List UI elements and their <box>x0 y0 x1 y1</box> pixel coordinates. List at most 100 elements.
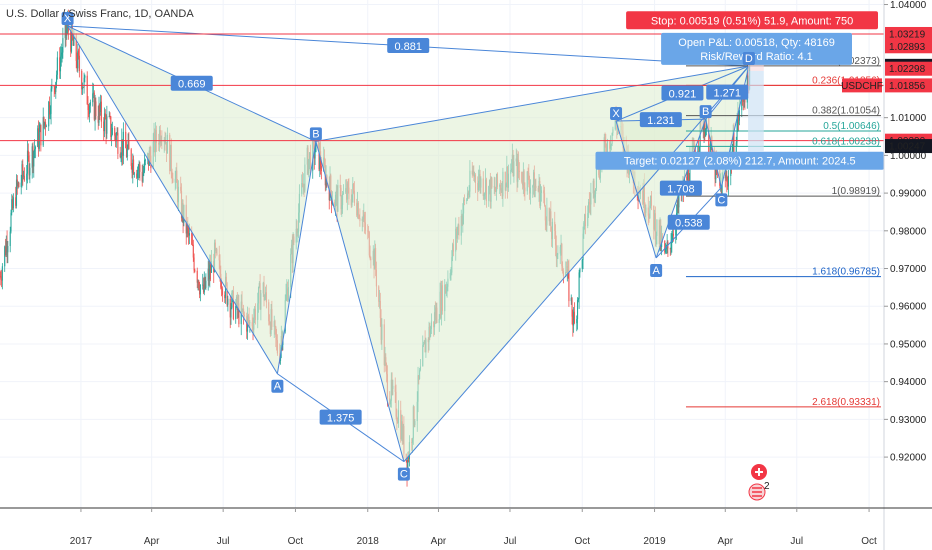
candle-body <box>408 455 410 460</box>
ratio-label-text: 1.708 <box>667 184 695 196</box>
candle-body <box>88 110 90 115</box>
candle-body <box>733 132 735 158</box>
position-tool[interactable]: Stop: 0.00519 (0.51%) 51.9, Amount: 750 O… <box>595 11 885 170</box>
candle-body <box>726 175 728 183</box>
point-label-c: C <box>715 193 728 207</box>
candle-body <box>59 57 61 72</box>
candle-body <box>705 129 707 137</box>
ratio-label-bg <box>319 409 362 425</box>
candle-body <box>116 132 118 135</box>
candle-body <box>142 173 144 182</box>
candle-body <box>133 159 135 175</box>
target-box-bg <box>595 151 884 170</box>
candle-body <box>687 168 689 184</box>
candle-body <box>235 306 237 319</box>
ratio-label-text: 0.881 <box>394 41 422 53</box>
candle-body <box>675 228 677 236</box>
pattern-labels[interactable]: 0.669 1.375 0.881 X A B C D 1.231 0.538 0.921 1.271… <box>61 12 755 481</box>
candle-body <box>23 175 25 181</box>
candle-body <box>12 197 14 209</box>
candle-body <box>126 148 128 158</box>
y-tick-label: 1.01000 <box>890 113 927 124</box>
candle-body <box>34 146 36 150</box>
candle-body <box>676 200 678 214</box>
candle-body <box>39 124 41 132</box>
candle-body <box>27 150 29 156</box>
candle-body <box>17 182 19 187</box>
candle-body <box>1 279 3 281</box>
candle-body <box>37 128 40 149</box>
x-tick-label: Apr <box>144 536 160 547</box>
candle-body <box>15 179 18 206</box>
price-label-bg <box>885 26 932 41</box>
plus-icon[interactable] <box>751 464 767 480</box>
candle-body <box>125 131 127 149</box>
ratio-label: 1.375 <box>319 409 362 425</box>
candle-body <box>209 264 211 280</box>
candle-body <box>48 101 51 115</box>
candle-body <box>89 102 91 106</box>
ratio-label: 0.881 <box>387 38 430 54</box>
point-label-bg <box>699 105 712 119</box>
candle-body <box>581 259 583 269</box>
price-label-text: 1.02298 <box>889 64 926 75</box>
candle-body <box>743 98 745 102</box>
flag-icon[interactable]: 2 <box>748 481 770 501</box>
side-icons[interactable]: 2 <box>748 464 770 501</box>
candle-body <box>70 31 72 52</box>
ratio-label-text: 1.271 <box>713 88 741 100</box>
candle-body <box>62 38 64 53</box>
fib-label: (1.02373) <box>837 56 880 67</box>
candle-body <box>109 116 111 117</box>
ratio-label: 0.921 <box>661 85 704 101</box>
candle-body <box>131 165 133 173</box>
candle-body <box>106 116 108 134</box>
candle-body <box>92 93 94 103</box>
candle-body <box>735 142 737 158</box>
pattern-leg <box>67 25 278 374</box>
x-tick-label: 2017 <box>70 536 93 547</box>
candle-body <box>45 126 47 128</box>
candle-body <box>202 284 205 293</box>
point-label-b: B <box>309 127 322 141</box>
pnl-box-text: Risk/Reward Ratio: 4.1 <box>700 51 813 63</box>
candle-body <box>141 171 143 182</box>
y-tick-label: 0.99000 <box>890 189 927 200</box>
candle-body <box>122 131 124 156</box>
ratio-label-text: 1.231 <box>647 115 675 127</box>
candle-body <box>229 298 231 318</box>
candle-body <box>672 233 674 236</box>
candle-body <box>11 199 13 213</box>
flag-icon-badge: 2 <box>764 481 770 492</box>
candle-body <box>105 118 107 134</box>
candle-body <box>65 22 67 36</box>
candle-body <box>199 288 201 295</box>
ratio-label: 1.271 <box>706 84 749 100</box>
candle-body <box>727 182 729 187</box>
candle-body <box>119 153 121 158</box>
point-label-text: X <box>612 108 620 120</box>
candle-body <box>202 284 204 286</box>
candle-body <box>196 270 198 283</box>
candle-body <box>114 127 116 136</box>
point-label-text: A <box>652 265 660 277</box>
candle-body <box>666 241 668 249</box>
fib-label: 1.618(0.96785) <box>812 267 880 278</box>
candle-body <box>319 151 321 170</box>
ratio-label: 1.708 <box>659 180 702 196</box>
candle-body <box>132 159 134 173</box>
candle-body <box>226 283 228 305</box>
candle-body <box>6 241 8 253</box>
candle-body <box>709 143 711 156</box>
point-label-text: C <box>717 194 725 206</box>
ratio-label-text: 0.921 <box>669 89 697 101</box>
candle-body <box>82 87 84 88</box>
y-tick-label: 0.96000 <box>890 302 927 313</box>
candle-body <box>720 184 722 197</box>
candle-body <box>238 303 240 325</box>
chart-title-text: U.S. Dollar / Swiss Franc, 1D, OANDA <box>6 8 194 20</box>
candle-body <box>136 170 139 178</box>
fib-label: 1(0.98919) <box>832 186 880 197</box>
candle-body <box>576 300 579 320</box>
